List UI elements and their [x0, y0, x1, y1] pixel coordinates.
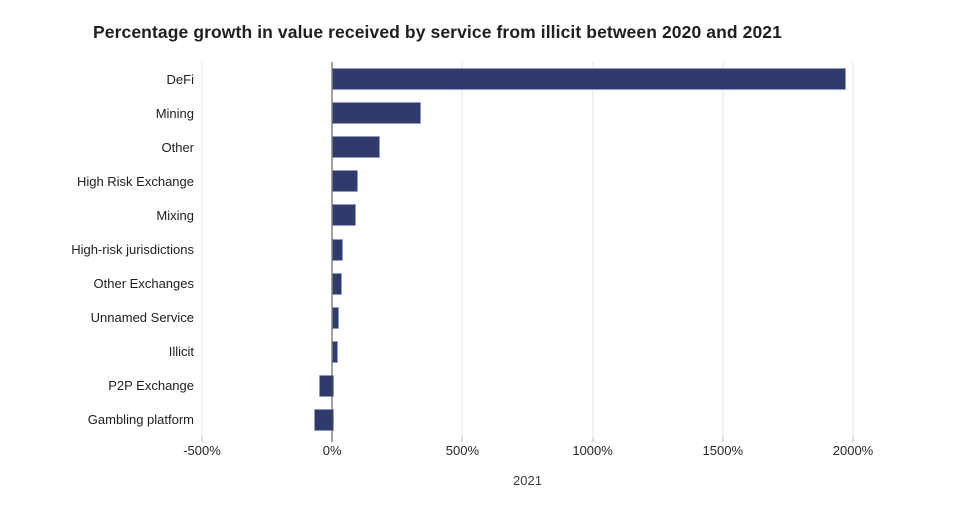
category-label: Mining — [155, 105, 194, 121]
bar — [313, 408, 335, 431]
bar-row — [202, 267, 853, 301]
category-label: DeFi — [166, 71, 194, 87]
x-tick-label: 2000% — [832, 443, 874, 458]
gridline — [722, 62, 724, 437]
bar — [332, 238, 344, 261]
category-label-row: DeFi — [0, 62, 194, 96]
tick-mark — [201, 437, 203, 442]
category-label: P2P Exchange — [108, 378, 194, 394]
tick-mark — [331, 437, 333, 442]
gridline — [852, 62, 854, 437]
x-tick-label: 1500% — [702, 443, 744, 458]
category-label: Gambling platform — [87, 412, 194, 428]
bar — [332, 170, 358, 193]
category-axis: DeFi Mining Other High Risk Exchange Mixing H… — [0, 62, 194, 437]
bar-row — [202, 198, 853, 232]
category-label-row: High Risk Exchange — [0, 164, 194, 198]
category-label-row: Mixing — [0, 198, 194, 232]
category-label-row: Illicit — [0, 335, 194, 369]
tick-mark — [852, 437, 854, 442]
tick-mark — [722, 437, 724, 442]
bar-row — [202, 96, 853, 130]
bar — [319, 374, 335, 397]
bar — [332, 68, 846, 91]
bar — [332, 204, 357, 227]
category-label: Mixing — [156, 207, 194, 223]
x-tick-label: 0% — [322, 443, 342, 458]
bar — [332, 136, 380, 159]
category-label: Illicit — [168, 344, 194, 360]
category-label-row: P2P Exchange — [0, 369, 194, 403]
bar — [332, 340, 339, 363]
category-label: Unnamed Service — [90, 310, 194, 326]
category-label-row: Gambling platform — [0, 403, 194, 437]
gridline — [461, 62, 463, 437]
category-label-row: Mining — [0, 96, 194, 130]
tick-mark — [461, 437, 463, 442]
bar-row — [202, 369, 853, 403]
zero-axis-line — [331, 62, 333, 437]
plot-area — [201, 62, 854, 442]
gridline — [201, 62, 203, 437]
category-label: High-risk jurisdictions — [71, 242, 194, 258]
category-label-row: High-risk jurisdictions — [0, 232, 194, 266]
bar — [332, 102, 422, 125]
category-label: Other — [161, 139, 194, 155]
bar-row — [202, 301, 853, 335]
category-label: High Risk Exchange — [76, 173, 194, 189]
chart-title: Percentage growth in value received by s… — [93, 22, 782, 42]
bar-row — [202, 62, 853, 96]
bar-row — [202, 232, 853, 266]
tick-mark — [592, 437, 594, 442]
x-axis-title: 2021 — [513, 473, 542, 488]
value-axis: -500% 0% 500% 1000% 1500% 2000% — [183, 443, 873, 459]
x-tick-label: -500% — [183, 443, 221, 458]
bar-row — [202, 164, 853, 198]
category-label-row: Other Exchanges — [0, 267, 194, 301]
bar-row — [202, 403, 853, 437]
x-tick-label: 1000% — [572, 443, 613, 458]
category-label-row: Other — [0, 130, 194, 164]
bars-container — [202, 62, 853, 437]
bar-row — [202, 130, 853, 164]
x-tick-label: 500% — [445, 443, 480, 458]
bar — [332, 306, 339, 329]
category-label: Other Exchanges — [93, 276, 194, 292]
bar-row — [202, 335, 853, 369]
bar — [332, 272, 342, 295]
gridline — [592, 62, 594, 437]
category-label-row: Unnamed Service — [0, 301, 194, 335]
